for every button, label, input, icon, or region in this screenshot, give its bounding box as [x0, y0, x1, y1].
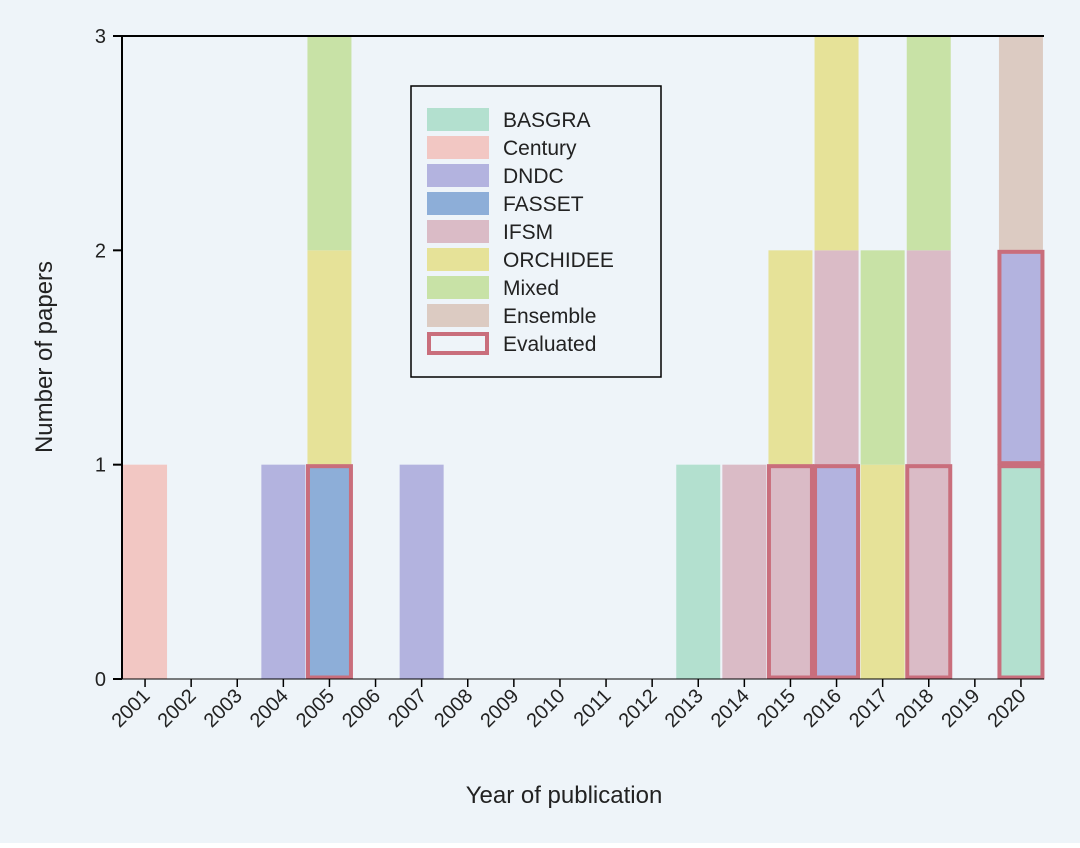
x-tick-label-2019: 2019 — [937, 685, 984, 732]
x-tick-label-2016: 2016 — [799, 685, 846, 732]
x-tick-label-2001: 2001 — [108, 685, 155, 732]
bar-orchidee-2015 — [768, 250, 813, 465]
y-tick-labels: 0 1 2 3 — [95, 26, 122, 691]
bar-orchidee-2005 — [307, 250, 352, 465]
x-tick-label-2002: 2002 — [154, 685, 201, 732]
axes-layer — [121, 35, 1044, 680]
y-axis-label: Number of papers — [31, 261, 58, 453]
y-tick-label-2: 2 — [95, 240, 106, 262]
legend-label-mixed: Mixed — [503, 277, 559, 300]
legend-swatch-basgra — [427, 108, 489, 131]
x-tick-label-2018: 2018 — [891, 685, 938, 732]
x-tick-label-2013: 2013 — [661, 685, 708, 732]
bar-basgra-2020 — [998, 464, 1043, 679]
x-tick-label-2014: 2014 — [707, 685, 754, 732]
evaluated-outline-2020-0 — [997, 464, 1045, 680]
x-tick-label-2015: 2015 — [753, 685, 800, 732]
x-tick-label-2008: 2008 — [430, 685, 477, 732]
legend-swatch-mixed — [427, 276, 489, 299]
x-tick-label-2012: 2012 — [615, 685, 662, 732]
legend-swatch-dndc — [427, 164, 489, 187]
bar-mixed-2018 — [906, 36, 951, 251]
x-tick-label-2007: 2007 — [384, 685, 431, 732]
x-tick-label-2004: 2004 — [246, 685, 293, 732]
x-tick-label-2005: 2005 — [292, 685, 339, 732]
legend: BASGRA Century DNDC FASSET IFSM ORCHIDEE Mixed… — [410, 85, 662, 378]
legend-swatch-century — [427, 136, 489, 159]
legend-label-evaluated: Evaluated — [503, 333, 596, 356]
legend-label-dndc: DNDC — [503, 165, 564, 188]
x-tick-label-2017: 2017 — [845, 685, 892, 732]
legend-swatch-ifsm — [427, 220, 489, 243]
x-tick-label-2009: 2009 — [476, 685, 523, 732]
evaluated-outline-2005-0 — [305, 464, 353, 680]
legend-swatch-orchidee — [427, 248, 489, 271]
bar-ifsm-2015 — [768, 464, 813, 679]
bar-ifsm-2016 — [814, 250, 859, 465]
legend-label-basgra: BASGRA — [503, 109, 591, 132]
legend-swatch-fasset — [427, 192, 489, 215]
bar-orchidee-2017 — [860, 464, 905, 679]
bar-dndc-2016 — [814, 464, 859, 679]
bar-dndc-2007 — [399, 464, 444, 679]
evaluated-outline-2015-0 — [766, 464, 814, 680]
x-tick-label-2010: 2010 — [522, 685, 569, 732]
legend-swatch-evaluated — [427, 332, 489, 355]
x-tick-labels: 2001 2002 2003 2004 2005 2006 2007 2008 2009 2010… — [108, 679, 1030, 732]
bar-dndc-2020 — [998, 250, 1043, 465]
bar-ifsm-2014 — [722, 464, 767, 679]
y-tick-label-1: 1 — [95, 455, 106, 477]
bar-fasset-2005 — [307, 464, 352, 679]
legend-swatch-ensemble — [427, 304, 489, 327]
x-tick-label-2006: 2006 — [338, 685, 385, 732]
bar-century-2001 — [123, 464, 168, 679]
legend-label-fasset: FASSET — [503, 193, 584, 216]
evaluated-outline-2018-0 — [905, 464, 953, 680]
legend-label-orchidee: ORCHIDEE — [503, 249, 614, 272]
x-tick-label-2003: 2003 — [200, 685, 247, 732]
bar-mixed-2017 — [860, 250, 905, 465]
legend-label-ifsm: IFSM — [503, 221, 553, 244]
legend-label-century: Century — [503, 137, 577, 160]
evaluated-outline-2016-0 — [813, 464, 861, 680]
x-tick-label-2020: 2020 — [983, 685, 1030, 732]
bar-basgra-2013 — [676, 464, 721, 679]
legend-label-ensemble: Ensemble — [503, 305, 596, 328]
bar-dndc-2004 — [261, 464, 306, 679]
bar-mixed-2005 — [307, 36, 352, 251]
x-tick-label-2011: 2011 — [570, 685, 616, 731]
y-tick-label-0: 0 — [95, 669, 106, 691]
evaluated-outline-2020-1 — [997, 249, 1045, 466]
bar-orchidee-2016 — [814, 36, 859, 251]
bar-ensemble-2020 — [998, 36, 1043, 251]
x-axis-label: Year of publication — [466, 782, 663, 809]
evaluated-outlines-layer — [305, 249, 1045, 680]
y-tick-label-3: 3 — [95, 26, 106, 48]
